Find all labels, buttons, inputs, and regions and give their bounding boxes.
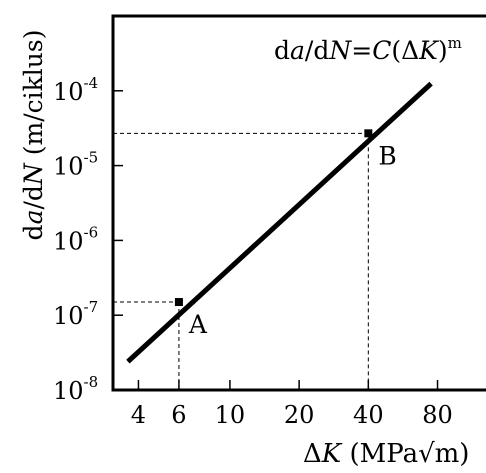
y-tick-label: 10-8 bbox=[53, 373, 98, 405]
y-tick-label: 10-4 bbox=[53, 74, 98, 106]
point-marker-a bbox=[174, 298, 183, 307]
y-tick-label: 10-7 bbox=[53, 298, 98, 330]
crack-growth-line bbox=[126, 81, 433, 364]
y-tick-label: 10-5 bbox=[53, 149, 98, 181]
equation-label: da/dN=C(ΔK)m bbox=[274, 34, 462, 65]
series bbox=[126, 81, 433, 364]
point-label-b: B bbox=[378, 141, 396, 170]
x-tick-label: 10 bbox=[215, 401, 246, 429]
x-tick-label: 40 bbox=[353, 401, 384, 429]
data-points: AB bbox=[174, 129, 397, 339]
x-tick-label: 4 bbox=[131, 401, 146, 429]
point-marker-b bbox=[364, 129, 373, 138]
x-axis-ticks: 4 6 10 20 40 80 bbox=[131, 380, 453, 429]
guide-lines bbox=[113, 132, 369, 390]
y-tick-label: 10-6 bbox=[53, 223, 98, 255]
x-tick-label: 20 bbox=[284, 401, 315, 429]
point-label-a: A bbox=[188, 310, 208, 339]
x-tick-label: 80 bbox=[422, 401, 453, 429]
y-axis-ticks: 10-8 10-7 10-6 10-5 10-4 bbox=[53, 74, 123, 405]
y-axis-label: da/dN (m/ciklus) bbox=[19, 30, 48, 241]
x-tick-label: 6 bbox=[171, 401, 186, 429]
x-axis-label: ΔK (MPa√m) bbox=[303, 439, 469, 469]
